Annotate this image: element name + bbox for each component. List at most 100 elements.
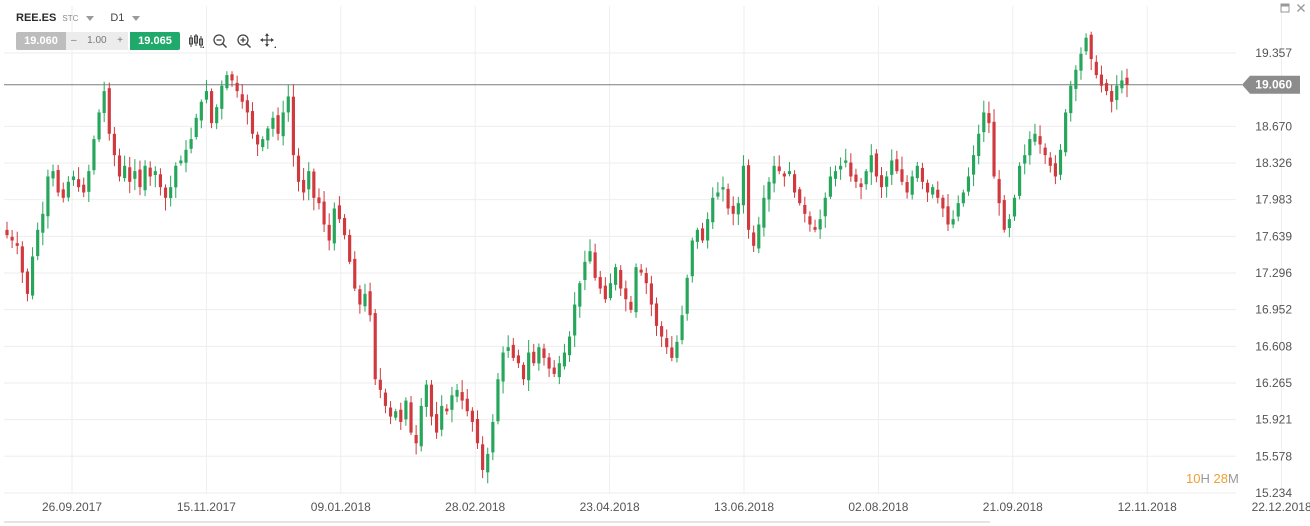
candle-body — [890, 160, 894, 175]
candle — [82, 177, 86, 198]
candle — [675, 335, 679, 363]
candle — [460, 380, 464, 410]
candle — [368, 282, 372, 322]
candle-body — [271, 117, 275, 129]
decrease-quantity-button[interactable]: – — [71, 35, 77, 46]
candle-body — [951, 219, 955, 225]
price-tick-label: 17.296 — [1255, 266, 1292, 280]
candle-body — [174, 165, 178, 188]
candle — [762, 185, 766, 237]
candle-body — [762, 197, 766, 228]
timeframe-dropdown-icon[interactable] — [132, 15, 141, 21]
candle-body — [1110, 91, 1114, 102]
candle — [266, 126, 270, 149]
candle-body — [741, 165, 746, 206]
candle-body — [639, 269, 643, 273]
minimize-icon[interactable] — [1280, 3, 1290, 13]
candle — [373, 309, 377, 386]
candle — [885, 171, 889, 198]
candle — [741, 155, 746, 214]
candle-body — [956, 203, 960, 217]
candle-body — [874, 153, 878, 177]
instrument-symbol[interactable]: REE.ES — [16, 12, 57, 24]
close-icon[interactable] — [1296, 3, 1306, 13]
candle-body — [665, 338, 669, 348]
candle — [204, 79, 209, 104]
candle-body — [281, 112, 285, 137]
candle — [41, 201, 45, 246]
candle-body — [1115, 85, 1119, 101]
quantity-stepper[interactable]: – 1.00 + — [66, 32, 128, 50]
candle — [670, 336, 674, 362]
candle — [736, 196, 740, 225]
crosshair-icon[interactable] — [260, 33, 276, 49]
candle-body — [716, 192, 720, 197]
candle-body — [700, 228, 705, 241]
zoom-in-icon[interactable] — [236, 33, 252, 49]
candle-body — [1125, 77, 1129, 85]
candle — [1069, 80, 1073, 122]
candle-body — [322, 201, 326, 225]
candle — [77, 167, 81, 192]
candle — [20, 241, 24, 283]
zoom-out-icon[interactable] — [212, 33, 228, 49]
candle-body — [475, 418, 480, 444]
candle-body — [828, 176, 832, 197]
candle — [394, 408, 398, 421]
candle-body — [624, 288, 628, 300]
candle-body — [1104, 83, 1109, 92]
candle — [240, 84, 244, 109]
candle-body — [348, 234, 352, 262]
candle-body — [455, 389, 459, 397]
candle-body — [1028, 139, 1032, 156]
price-tick-label: 17.639 — [1255, 229, 1292, 243]
candle — [245, 94, 249, 125]
candle — [777, 155, 781, 175]
price-tick-label: 16.608 — [1255, 339, 1292, 353]
candle-body — [15, 243, 19, 246]
candle — [808, 211, 812, 232]
candle-body — [56, 170, 60, 193]
candle — [879, 167, 884, 198]
candle — [143, 160, 147, 197]
candle — [695, 227, 699, 249]
date-axis: 26.09.2017 15.11.2017 09.01.2018 28.02.2018… — [4, 500, 1310, 523]
candle — [716, 182, 720, 200]
candle-body — [532, 351, 536, 364]
candle-body — [158, 174, 163, 188]
timeframe-selector[interactable]: D1 — [110, 12, 125, 24]
buy-button[interactable]: 19.065 — [130, 32, 180, 50]
price-tick-label: 16.265 — [1255, 376, 1292, 390]
candle-body — [1012, 197, 1017, 217]
sell-button[interactable]: 19.060 — [16, 32, 66, 50]
candle-body — [818, 219, 822, 230]
candle-body — [787, 171, 792, 175]
quantity-value[interactable]: 1.00 — [87, 35, 107, 46]
candle-body — [92, 139, 96, 171]
candle — [30, 247, 35, 300]
candle — [399, 402, 403, 430]
increase-quantity-button[interactable]: + — [117, 35, 123, 46]
candle-body — [987, 113, 991, 124]
candle — [649, 275, 653, 317]
candle-body — [895, 159, 899, 172]
candle — [1018, 162, 1022, 200]
candle — [603, 277, 607, 303]
candle-body — [368, 291, 372, 316]
candle-body — [1043, 147, 1047, 156]
candle-body — [481, 444, 485, 470]
candle-body — [1120, 80, 1124, 89]
candle — [680, 305, 684, 345]
candle — [900, 156, 904, 186]
candle-body — [470, 410, 474, 422]
date-tick-label: 23.04.2018 — [580, 500, 640, 514]
instrument-dropdown-icon[interactable] — [86, 15, 95, 21]
candle — [1084, 33, 1088, 56]
candle-body — [900, 169, 904, 182]
candle-body — [1069, 85, 1073, 114]
candle-body — [332, 208, 336, 244]
chart-type-icon[interactable] — [188, 33, 204, 49]
candle-body — [153, 171, 157, 175]
candle — [107, 82, 111, 141]
